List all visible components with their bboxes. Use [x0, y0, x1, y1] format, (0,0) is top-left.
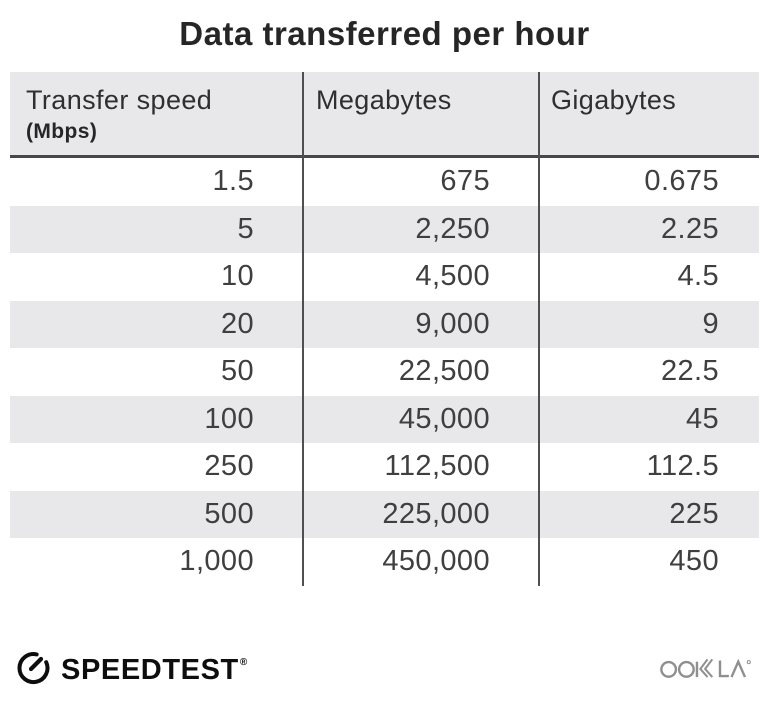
header-gigabytes-label: Gigabytes — [551, 85, 677, 115]
cell-megabytes: 2,250 — [415, 212, 490, 245]
table-row: 250 112,500 112.5 — [10, 443, 759, 491]
header-transfer-speed: Transfer speed (Mbps) — [10, 72, 302, 155]
table-row: 1,000 450,000 450 — [10, 538, 759, 586]
header-transfer-speed-label: Transfer speed — [26, 85, 213, 115]
cell-megabytes: 225,000 — [382, 497, 490, 530]
table-row: 20 9,000 9 — [10, 300, 759, 348]
header-mbps-unit: (Mbps) — [26, 120, 98, 143]
cell-transfer-speed: 100 — [204, 402, 254, 435]
header-megabytes-label: Megabytes — [316, 85, 452, 115]
speedtest-wordmark: SPEEDTEST® — [61, 644, 248, 689]
cell-gigabytes: 4.5 — [677, 260, 719, 292]
table-header-row: Transfer speed (Mbps) Megabytes Gigabyte… — [10, 72, 759, 158]
cell-transfer-speed: 50 — [220, 355, 254, 387]
cell-gigabytes: 22.5 — [660, 355, 719, 387]
cell-megabytes: 4,500 — [415, 260, 490, 292]
cell-transfer-speed: 5 — [237, 212, 254, 245]
speedtest-label: SPEEDTEST — [61, 653, 239, 686]
table-row: 5 2,250 2.25 — [10, 205, 759, 253]
cell-megabytes: 45,000 — [398, 402, 490, 435]
cell-transfer-speed: 20 — [220, 307, 254, 340]
ookla-logo — [660, 652, 756, 681]
cell-megabytes: 112,500 — [384, 450, 490, 482]
footer: SPEEDTEST® — [14, 644, 756, 689]
header-gigabytes: Gigabytes — [538, 72, 759, 155]
cell-transfer-speed: 1,000 — [179, 545, 254, 577]
cell-gigabytes: 45 — [685, 402, 719, 435]
cell-gigabytes: 225 — [669, 497, 719, 530]
table-row: 100 45,000 45 — [10, 395, 759, 443]
header-megabytes: Megabytes — [302, 72, 538, 155]
cell-megabytes: 22,500 — [398, 355, 490, 387]
cell-gigabytes: 450 — [669, 545, 719, 577]
speedtest-logo: SPEEDTEST® — [14, 644, 248, 689]
cell-transfer-speed: 500 — [204, 497, 254, 530]
cell-transfer-speed: 10 — [220, 260, 254, 292]
cell-gigabytes: 0.675 — [644, 165, 719, 197]
cell-megabytes: 9,000 — [415, 307, 490, 340]
column-divider-2 — [538, 72, 540, 586]
table-row: 500 225,000 225 — [10, 490, 759, 538]
column-divider-1 — [302, 72, 304, 586]
registered-mark: ® — [239, 656, 248, 668]
cell-transfer-speed: 1.5 — [212, 165, 254, 197]
table-row: 50 22,500 22.5 — [10, 348, 759, 396]
ookla-wordmark-icon — [660, 658, 751, 678]
cell-megabytes: 675 — [440, 165, 490, 197]
page-title: Data transferred per hour — [179, 15, 590, 52]
table-row: 1.5 675 0.675 — [10, 158, 759, 206]
cell-megabytes: 450,000 — [382, 545, 490, 577]
gauge-icon — [17, 652, 50, 685]
cell-gigabytes: 112.5 — [646, 450, 719, 482]
data-table: Transfer speed (Mbps) Megabytes Gigabyte… — [10, 72, 759, 586]
table-row: 10 4,500 4.5 — [10, 253, 759, 301]
cell-gigabytes: 2.25 — [660, 212, 719, 245]
cell-gigabytes: 9 — [702, 307, 719, 340]
cell-transfer-speed: 250 — [204, 450, 254, 482]
